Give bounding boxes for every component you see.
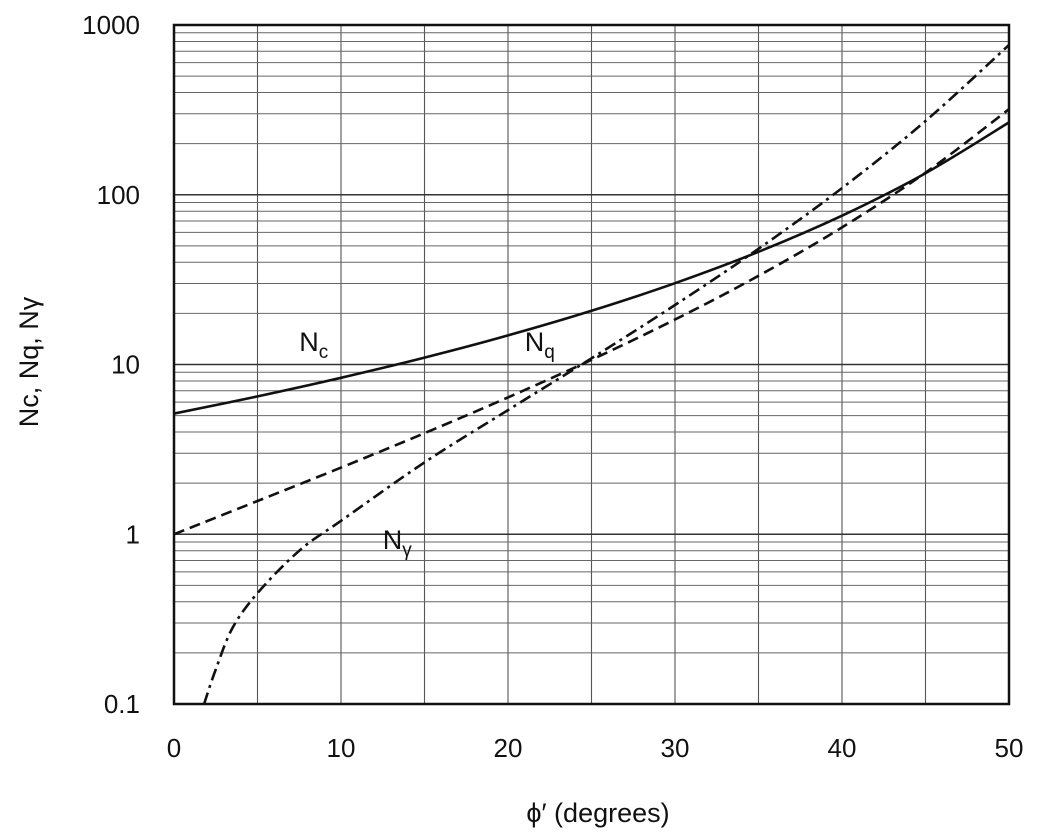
- x-tick-label: 0: [167, 733, 181, 763]
- y-tick-label: 10: [111, 350, 140, 380]
- y-tick-label: 0.1: [104, 689, 140, 719]
- y-tick-labels: 0.1 1 10 100 1000: [82, 10, 140, 719]
- x-tick-label: 30: [661, 733, 690, 763]
- y-tick-label: 100: [97, 180, 140, 210]
- plot-frame: [172, 23, 1011, 706]
- curve-label-γ: Nγ: [383, 525, 413, 561]
- curve-label-c: Nc: [299, 327, 328, 363]
- curve-label-q: Nq: [525, 327, 555, 363]
- y-axis-title: Nc, Nq, Nγ: [14, 296, 44, 427]
- curve-γ: [202, 44, 1009, 704]
- y-tick-label: 1000: [82, 10, 140, 40]
- curves: [174, 44, 1009, 704]
- y-tick-label: 1: [126, 519, 140, 549]
- x-tick-label: 10: [327, 733, 356, 763]
- x-tick-label: 40: [828, 733, 857, 763]
- x-tick-label: 50: [995, 733, 1024, 763]
- x-tick-labels: 0 10 20 30 40 50: [167, 733, 1024, 763]
- curve-labels: Nc Nq Nγ: [299, 327, 555, 561]
- x-tick-label: 20: [494, 733, 523, 763]
- curve-c: [174, 121, 1009, 415]
- x-axis-title: ϕ′ (degrees): [526, 798, 669, 828]
- grid: [173, 25, 1010, 705]
